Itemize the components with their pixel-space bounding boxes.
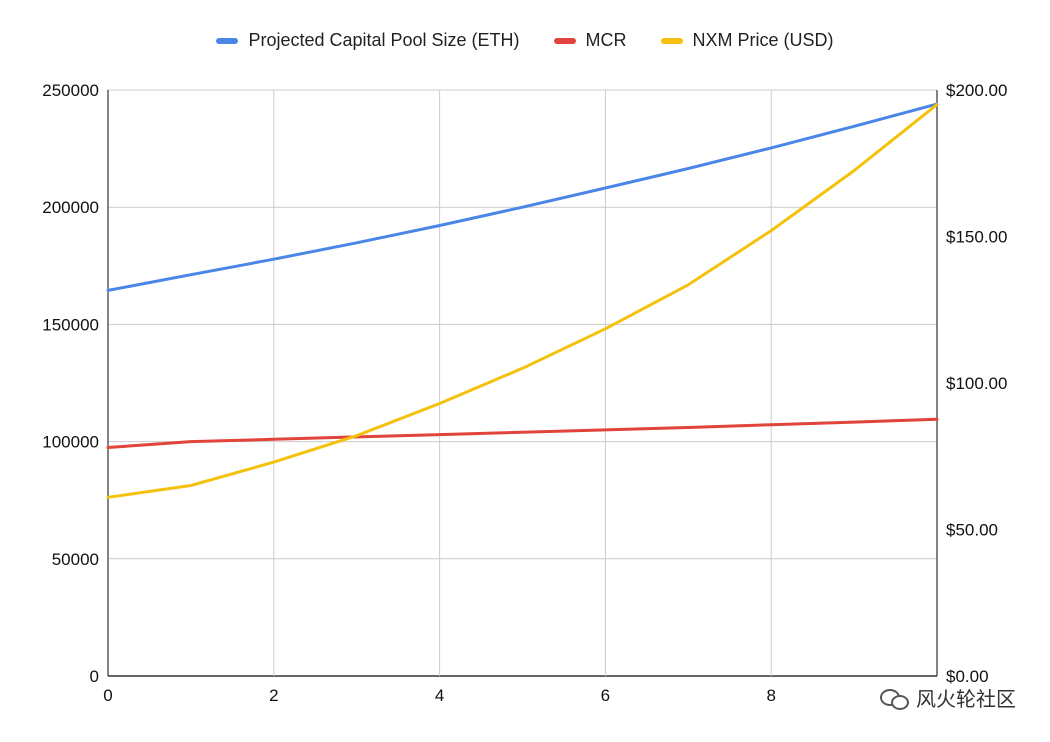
y-right-tick-label: $100.00 bbox=[946, 374, 1007, 393]
wechat-icon bbox=[880, 687, 909, 710]
legend-swatch-capital-pool bbox=[216, 37, 239, 44]
legend-item-capital-pool: Projected Capital Pool Size (ETH) bbox=[216, 30, 520, 51]
x-tick-label: 8 bbox=[766, 686, 775, 705]
legend-item-nxm-price: NXM Price (USD) bbox=[660, 30, 834, 51]
y-left-tick-label: 250000 bbox=[42, 81, 99, 100]
y-right-tick-label: $200.00 bbox=[946, 81, 1007, 100]
y-right-tick-label: $0.00 bbox=[946, 667, 989, 686]
series-line-2 bbox=[106, 103, 939, 499]
x-tick-label: 4 bbox=[435, 686, 444, 705]
legend-swatch-nxm-price bbox=[660, 37, 683, 44]
y-right-tick-label: $150.00 bbox=[946, 228, 1007, 247]
legend-label-nxm-price: NXM Price (USD) bbox=[692, 30, 834, 50]
y-left-tick-label: 50000 bbox=[52, 550, 99, 569]
legend-swatch-mcr bbox=[553, 37, 576, 44]
watermark-text: 风火轮社区 bbox=[916, 689, 1016, 711]
x-tick-label: 0 bbox=[103, 686, 112, 705]
legend-label-mcr: MCR bbox=[585, 30, 627, 50]
y-left-tick-label: 150000 bbox=[42, 315, 99, 334]
series-line-1 bbox=[106, 417, 939, 449]
y-left-tick-label: 200000 bbox=[42, 198, 99, 217]
legend-item-mcr: MCR bbox=[553, 30, 627, 51]
x-tick-label: 6 bbox=[601, 686, 610, 705]
series-line-0 bbox=[106, 102, 939, 292]
y-left-tick-label: 100000 bbox=[42, 433, 99, 452]
y-left-tick-label: 0 bbox=[90, 667, 99, 686]
legend-label-capital-pool: Projected Capital Pool Size (ETH) bbox=[248, 30, 520, 50]
x-tick-label: 2 bbox=[269, 686, 278, 705]
y-right-tick-label: $50.00 bbox=[946, 521, 998, 540]
watermark: 风火轮社区 bbox=[880, 683, 1016, 712]
chart-legend: Projected Capital Pool Size (ETH) MCR NX… bbox=[0, 30, 1050, 51]
